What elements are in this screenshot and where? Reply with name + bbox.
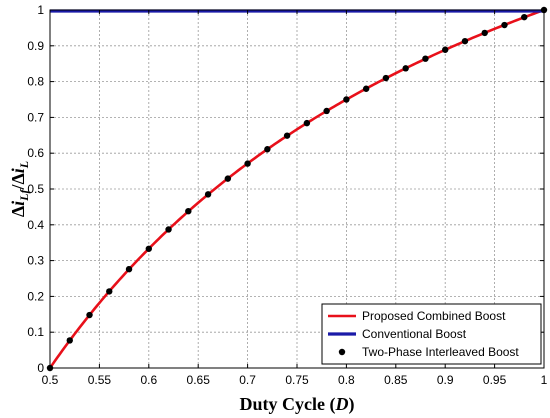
y-tick-label: 1 <box>37 3 44 17</box>
series-two-phase-interleaved-point <box>264 146 271 153</box>
legend-swatch <box>338 348 346 356</box>
y-tick-label: 0.1 <box>27 325 44 339</box>
legend-label: Proposed Combined Boost <box>362 309 506 323</box>
y-tick-label: 0.7 <box>27 110 44 124</box>
series-two-phase-interleaved-point <box>125 265 133 273</box>
x-tick-label: 1 <box>541 373 548 387</box>
x-tick-label: 0.8 <box>338 373 355 387</box>
x-tick-label: 0.95 <box>483 373 507 387</box>
y-axis-label: ΔiLf/ΔiL <box>8 161 31 217</box>
axis-ticks: 0.5 0.55 0.6 0.65 0.7 0.75 0.8 0.85 0.9 0.95 1 0 0.1… <box>27 3 547 387</box>
y-tick-label: 0 <box>37 361 44 375</box>
series-two-phase-interleaved-point <box>185 207 192 215</box>
series-two-phase-interleaved-point <box>106 288 113 295</box>
series-two-phase-interleaved-point <box>422 55 429 62</box>
series-two-phase-interleaved-point <box>343 96 350 103</box>
series-two-phase-interleaved-point <box>66 337 73 344</box>
series-two-phase-interleaved-point <box>204 191 212 198</box>
series-proposed-combined-boost-line <box>48 8 545 369</box>
y-tick-label: 0.9 <box>27 39 44 53</box>
series-two-phase-interleaved-point <box>362 85 370 92</box>
y-tick-label: 0.4 <box>27 218 44 232</box>
series-two-phase-interleaved-point <box>283 132 291 139</box>
x-tick-label: 0.55 <box>88 373 112 387</box>
x-tick-label: 0.75 <box>285 373 309 387</box>
x-tick-label: 0.7 <box>239 373 256 387</box>
series-two-phase-interleaved-point <box>303 119 311 127</box>
series-two-phase-interleaved-point <box>323 107 330 115</box>
y-tick-label: 0.5 <box>27 182 44 196</box>
y-tick-label: 0.3 <box>27 254 44 268</box>
y-tick-label: 0.2 <box>27 289 44 303</box>
legend: Proposed Combined Boost Conventional Boos… <box>321 303 542 365</box>
series-two-phase-interleaved-point <box>145 245 152 252</box>
series-two-phase-interleaved-point <box>521 13 528 21</box>
series-two-phase-interleaved-point <box>165 226 172 233</box>
series-two-phase-interleaved-point <box>402 65 409 72</box>
x-tick-label: 0.9 <box>437 373 454 387</box>
x-tick-label: 0.65 <box>187 373 211 387</box>
series-two-phase-interleaved-point <box>224 175 232 182</box>
series-two-phase-interleaved-point <box>382 74 390 82</box>
y-tick-label: 0.6 <box>27 146 44 160</box>
series-two-phase-interleaved-point <box>481 29 488 37</box>
series-two-phase-interleaved-point <box>86 311 93 319</box>
x-tick-label: 0.6 <box>140 373 157 387</box>
series-two-phase-interleaved-point <box>244 160 251 167</box>
y-tick-label: 0.8 <box>27 75 44 89</box>
legend-label: Two-Phase Interleaved Boost <box>362 345 519 359</box>
series-two-phase-interleaved-point <box>461 37 469 45</box>
legend-box <box>321 303 542 365</box>
legend-label: Conventional Boost <box>362 327 467 341</box>
x-tick-label: 0.85 <box>384 373 408 387</box>
plot-series <box>46 6 548 372</box>
series-two-phase-interleaved-point <box>501 21 508 29</box>
series-two-phase-interleaved-point <box>442 46 449 53</box>
x-axis-label: Duty Cycle (D) <box>240 394 355 415</box>
x-tick-label: 0.5 <box>42 373 59 387</box>
